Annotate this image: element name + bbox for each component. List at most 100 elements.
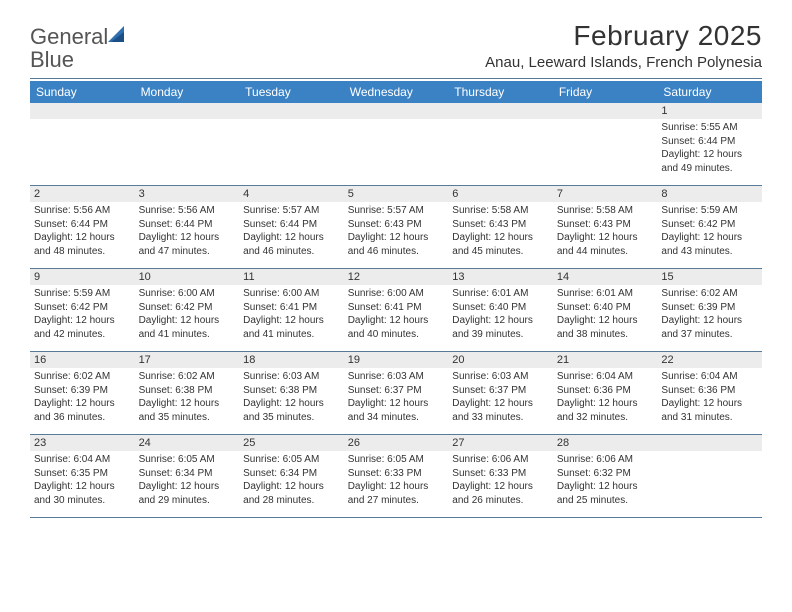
sunrise-text: Sunrise: 5:57 AM [243,204,340,218]
daylight-text: Daylight: 12 hours and 35 minutes. [243,397,340,424]
sunset-text: Sunset: 6:34 PM [139,467,236,481]
daylight-text: Daylight: 12 hours and 44 minutes. [557,231,654,258]
calendar-page: General Blue February 2025 Anau, Leeward… [0,0,792,538]
daylight-text: Daylight: 12 hours and 34 minutes. [348,397,445,424]
sunrise-text: Sunrise: 6:02 AM [34,370,131,384]
sunset-text: Sunset: 6:36 PM [557,384,654,398]
sunrise-text: Sunrise: 6:02 AM [139,370,236,384]
day-details: Sunrise: 5:59 AMSunset: 6:42 PMDaylight:… [657,202,762,262]
weekday-label: Monday [135,81,240,103]
day-details [344,119,449,125]
day-details: Sunrise: 5:59 AMSunset: 6:42 PMDaylight:… [30,285,135,345]
weekday-header-row: Sunday Monday Tuesday Wednesday Thursday… [30,81,762,103]
day-details: Sunrise: 6:05 AMSunset: 6:33 PMDaylight:… [344,451,449,511]
sunrise-text: Sunrise: 5:58 AM [557,204,654,218]
weekday-label: Friday [553,81,658,103]
logo-sail-icon [108,26,128,49]
sunset-text: Sunset: 6:42 PM [139,301,236,315]
day-number: 17 [135,352,240,368]
day-details: Sunrise: 5:56 AMSunset: 6:44 PMDaylight:… [30,202,135,262]
day-number: 4 [239,186,344,202]
daylight-text: Daylight: 12 hours and 31 minutes. [661,397,758,424]
daylight-text: Daylight: 12 hours and 46 minutes. [348,231,445,258]
day-number [553,103,658,119]
day-number [135,103,240,119]
day-cell: 18Sunrise: 6:03 AMSunset: 6:38 PMDayligh… [239,352,344,434]
day-number [239,103,344,119]
day-details: Sunrise: 6:01 AMSunset: 6:40 PMDaylight:… [448,285,553,345]
day-cell [657,435,762,517]
day-number: 19 [344,352,449,368]
day-cell: 1Sunrise: 5:55 AMSunset: 6:44 PMDaylight… [657,103,762,185]
day-cell: 5Sunrise: 5:57 AMSunset: 6:43 PMDaylight… [344,186,449,268]
sunrise-text: Sunrise: 6:06 AM [452,453,549,467]
sunrise-text: Sunrise: 6:03 AM [452,370,549,384]
day-details: Sunrise: 6:04 AMSunset: 6:35 PMDaylight:… [30,451,135,511]
week-row: 16Sunrise: 6:02 AMSunset: 6:39 PMDayligh… [30,352,762,435]
daylight-text: Daylight: 12 hours and 37 minutes. [661,314,758,341]
sunset-text: Sunset: 6:38 PM [139,384,236,398]
day-cell: 6Sunrise: 5:58 AMSunset: 6:43 PMDaylight… [448,186,553,268]
sunset-text: Sunset: 6:37 PM [452,384,549,398]
day-number [30,103,135,119]
day-cell: 16Sunrise: 6:02 AMSunset: 6:39 PMDayligh… [30,352,135,434]
day-number: 25 [239,435,344,451]
day-number: 26 [344,435,449,451]
day-number: 6 [448,186,553,202]
daylight-text: Daylight: 12 hours and 40 minutes. [348,314,445,341]
day-details: Sunrise: 6:03 AMSunset: 6:37 PMDaylight:… [448,368,553,428]
day-details: Sunrise: 6:01 AMSunset: 6:40 PMDaylight:… [553,285,658,345]
day-details: Sunrise: 6:05 AMSunset: 6:34 PMDaylight:… [239,451,344,511]
day-details: Sunrise: 5:58 AMSunset: 6:43 PMDaylight:… [553,202,658,262]
logo: General Blue [30,20,128,72]
day-cell: 15Sunrise: 6:02 AMSunset: 6:39 PMDayligh… [657,269,762,351]
daylight-text: Daylight: 12 hours and 38 minutes. [557,314,654,341]
week-row: 9Sunrise: 5:59 AMSunset: 6:42 PMDaylight… [30,269,762,352]
day-number: 28 [553,435,658,451]
day-number [657,435,762,451]
sunrise-text: Sunrise: 5:59 AM [34,287,131,301]
header-rule [30,78,762,79]
sunrise-text: Sunrise: 6:03 AM [243,370,340,384]
sunrise-text: Sunrise: 5:56 AM [139,204,236,218]
sunrise-text: Sunrise: 6:01 AM [557,287,654,301]
daylight-text: Daylight: 12 hours and 33 minutes. [452,397,549,424]
day-details: Sunrise: 6:06 AMSunset: 6:33 PMDaylight:… [448,451,553,511]
daylight-text: Daylight: 12 hours and 42 minutes. [34,314,131,341]
sunrise-text: Sunrise: 6:01 AM [452,287,549,301]
day-cell: 28Sunrise: 6:06 AMSunset: 6:32 PMDayligh… [553,435,658,517]
day-number: 27 [448,435,553,451]
sunset-text: Sunset: 6:39 PM [661,301,758,315]
week-row: 2Sunrise: 5:56 AMSunset: 6:44 PMDaylight… [30,186,762,269]
sunset-text: Sunset: 6:42 PM [661,218,758,232]
day-details: Sunrise: 6:04 AMSunset: 6:36 PMDaylight:… [553,368,658,428]
day-details: Sunrise: 6:00 AMSunset: 6:41 PMDaylight:… [344,285,449,345]
day-number: 3 [135,186,240,202]
day-cell: 4Sunrise: 5:57 AMSunset: 6:44 PMDaylight… [239,186,344,268]
day-number: 23 [30,435,135,451]
day-number: 20 [448,352,553,368]
sunset-text: Sunset: 6:33 PM [452,467,549,481]
day-details: Sunrise: 6:06 AMSunset: 6:32 PMDaylight:… [553,451,658,511]
day-cell: 19Sunrise: 6:03 AMSunset: 6:37 PMDayligh… [344,352,449,434]
day-number: 7 [553,186,658,202]
day-cell: 10Sunrise: 6:00 AMSunset: 6:42 PMDayligh… [135,269,240,351]
title-block: February 2025 Anau, Leeward Islands, Fre… [485,20,762,71]
sunset-text: Sunset: 6:43 PM [557,218,654,232]
daylight-text: Daylight: 12 hours and 47 minutes. [139,231,236,258]
sunrise-text: Sunrise: 6:04 AM [661,370,758,384]
sunrise-text: Sunrise: 6:05 AM [243,453,340,467]
month-title: February 2025 [485,20,762,52]
sunset-text: Sunset: 6:40 PM [557,301,654,315]
day-cell [553,103,658,185]
day-cell: 25Sunrise: 6:05 AMSunset: 6:34 PMDayligh… [239,435,344,517]
sunset-text: Sunset: 6:44 PM [34,218,131,232]
day-cell: 11Sunrise: 6:00 AMSunset: 6:41 PMDayligh… [239,269,344,351]
sunrise-text: Sunrise: 6:00 AM [243,287,340,301]
day-cell: 27Sunrise: 6:06 AMSunset: 6:33 PMDayligh… [448,435,553,517]
day-number: 8 [657,186,762,202]
sunset-text: Sunset: 6:36 PM [661,384,758,398]
daylight-text: Daylight: 12 hours and 25 minutes. [557,480,654,507]
day-number: 18 [239,352,344,368]
day-details: Sunrise: 6:03 AMSunset: 6:38 PMDaylight:… [239,368,344,428]
